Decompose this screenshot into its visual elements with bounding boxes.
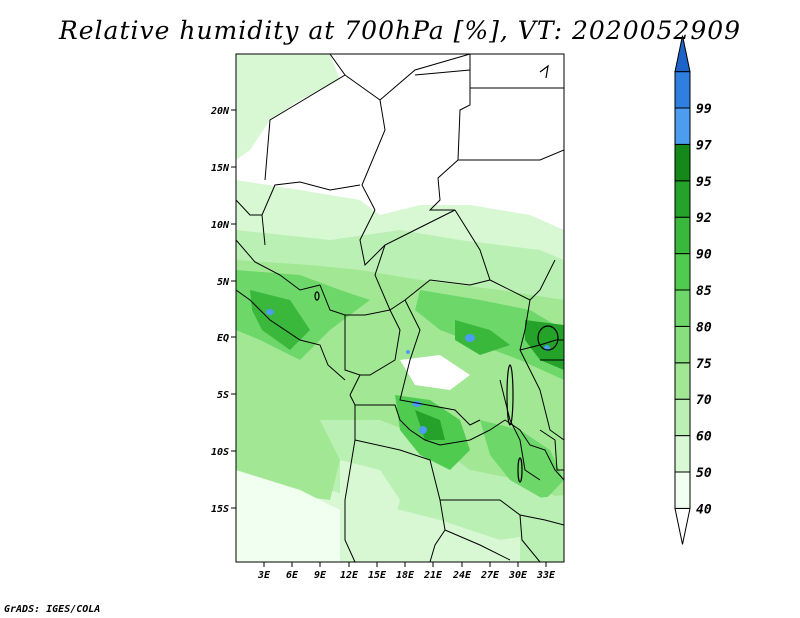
colorbar-label: 95 [696, 175, 712, 190]
chart-title: Relative humidity at 700hPa [%], VT: 202… [58, 16, 742, 45]
lat-label: 10S [211, 447, 229, 458]
colorbar-label: 97 [696, 138, 712, 153]
lat-label: 10N [211, 220, 230, 231]
colorbar-swatch [674, 471, 691, 509]
colorbar-swatch [674, 71, 691, 109]
credit-label: GrADS: IGES/COLA [4, 604, 101, 615]
colorbar-swatch [674, 253, 691, 291]
colorbar-label: 90 [696, 248, 712, 263]
colorbar-swatch [674, 507, 691, 545]
colorbar-swatch [674, 35, 691, 73]
map-frame [235, 53, 565, 563]
lon-label: 27E [480, 570, 500, 581]
colorbar-swatch [674, 180, 691, 218]
colorbar-swatch [674, 216, 691, 255]
lon-label: 21E [423, 570, 443, 581]
colorbar-label: 85 [696, 284, 712, 299]
lat-label: 20N [210, 106, 230, 117]
colorbar-swatch [674, 107, 691, 145]
country-borders [236, 54, 564, 562]
colorbar-label: 75 [696, 357, 712, 372]
longitude-axis: 3E 6E 9E 12E 15E 18E 21E 24E 27E 30E 33E [257, 562, 556, 581]
lon-label: 30E [508, 570, 528, 581]
colorbar-swatch [674, 325, 691, 364]
lat-label: 5N [217, 277, 230, 288]
lakes [314, 64, 559, 483]
colorbar-swatch [674, 435, 691, 473]
lon-label: 9E [314, 570, 327, 581]
colorbar-label: 40 [696, 502, 712, 517]
lat-label: 15N [211, 163, 230, 174]
colorbar-label: 50 [696, 466, 712, 481]
lon-label: 15E [368, 570, 387, 581]
colorbar: 40 50 60 70 75 80 85 90 92 95 97 99 [674, 35, 712, 545]
colorbar-label: 60 [696, 430, 712, 445]
lat-label: 15S [211, 504, 229, 515]
colorbar-label: 80 [696, 320, 712, 335]
colorbar-label: 92 [696, 211, 712, 226]
colorbar-swatch [674, 289, 691, 327]
lat-label: EQ [217, 333, 229, 344]
colorbar-label: 70 [696, 393, 712, 408]
colorbar-swatch [674, 143, 691, 182]
lat-label: 5S [217, 390, 229, 401]
lon-label: 3E [257, 570, 271, 581]
latitude-axis: 20N 15N 10N 5N EQ 5S 10S 15S [210, 106, 236, 515]
colorbar-swatch [674, 362, 691, 400]
lon-label: 24E [452, 570, 472, 581]
humidity-field [236, 54, 564, 562]
lon-label: 6E [286, 570, 299, 581]
lon-label: 33E [536, 570, 556, 581]
colorbar-label: 99 [696, 102, 712, 117]
colorbar-swatch [674, 398, 691, 437]
lon-label: 18E [396, 570, 415, 581]
lon-label: 12E [340, 570, 359, 581]
